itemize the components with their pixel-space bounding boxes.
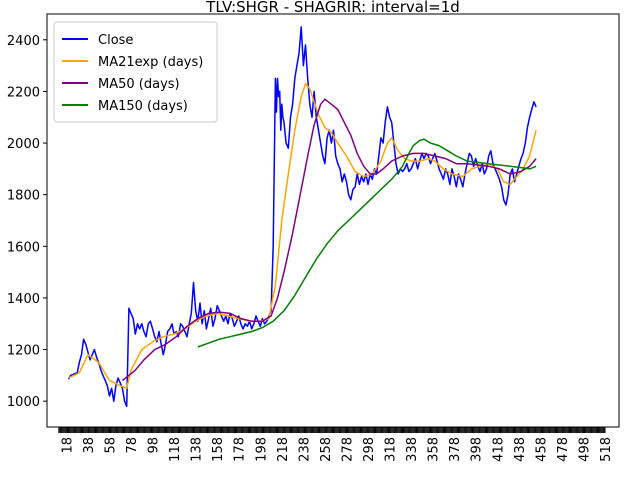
y-tick-label: 2000 [7, 137, 40, 152]
x-tick-label: 118 [168, 437, 183, 462]
y-axis: 1000 1200 1400 1600 1800 2000 2200 2400 [7, 34, 47, 410]
x-tick-label: 138 [190, 437, 205, 462]
x-tick-label: 78 [125, 437, 140, 454]
x-tick-label: 158 [211, 437, 226, 462]
series-line-close [67, 26, 537, 408]
x-tick-label: 258 [319, 437, 334, 462]
x-tick-label: 38 [82, 437, 97, 454]
x-tick-label: 358 [427, 437, 442, 462]
x-tick-label: 178 [233, 437, 248, 462]
legend-label: MA50 (days) [98, 77, 180, 92]
y-tick-label: 1000 [7, 395, 40, 410]
y-tick-label: 1600 [7, 240, 40, 255]
axes-frame [46, 13, 620, 428]
x-tick-label: 378 [448, 437, 463, 462]
y-tick-label: 2200 [7, 85, 40, 100]
series-line-ma150-days [197, 138, 537, 348]
x-tick-label: 278 [340, 437, 355, 462]
x-tick-label: 318 [384, 437, 399, 462]
x-minor-ticks [58, 427, 606, 433]
legend-label: MA150 (days) [98, 99, 188, 114]
y-tick-label: 1800 [7, 189, 40, 204]
series-line-ma50-days [121, 98, 537, 382]
plot-area [46, 13, 620, 428]
y-tick-label: 2400 [7, 34, 40, 49]
y-tick-label: 1400 [7, 292, 40, 307]
x-tick-label: 198 [254, 437, 269, 462]
x-tick-label: 478 [556, 437, 571, 462]
x-tick-label: 498 [577, 437, 592, 462]
x-tick-label: 298 [362, 437, 377, 462]
legend-label: MA21exp (days) [98, 55, 203, 70]
x-tick-label: 238 [297, 437, 312, 462]
x-tick-label: 218 [276, 437, 291, 462]
x-tick-label: 338 [405, 437, 420, 462]
x-tick-label: 438 [513, 437, 528, 462]
x-tick-label: 518 [599, 437, 614, 462]
legend-label: Close [98, 33, 133, 48]
x-tick-label: 398 [470, 437, 485, 462]
x-tick-label: 18 [60, 437, 75, 454]
x-axis: 18 38 58 78 98 118 138 158 178 198 218 238 258 278 298… [58, 427, 614, 462]
y-tick-label: 1200 [7, 344, 40, 359]
x-tick-label: 98 [147, 437, 162, 454]
x-tick-label: 418 [491, 437, 506, 462]
x-tick-label: 458 [534, 437, 549, 462]
legend: Close MA21exp (days) MA50 (days) MA150 (day… [53, 21, 218, 123]
legend-box [53, 21, 218, 123]
chart-title: TLV:SHGR - SHAGRIR: interval=1d [205, 0, 460, 16]
series-layer [67, 26, 537, 408]
series-line-ma21exp-days [68, 82, 537, 390]
x-tick-label: 58 [103, 437, 118, 454]
